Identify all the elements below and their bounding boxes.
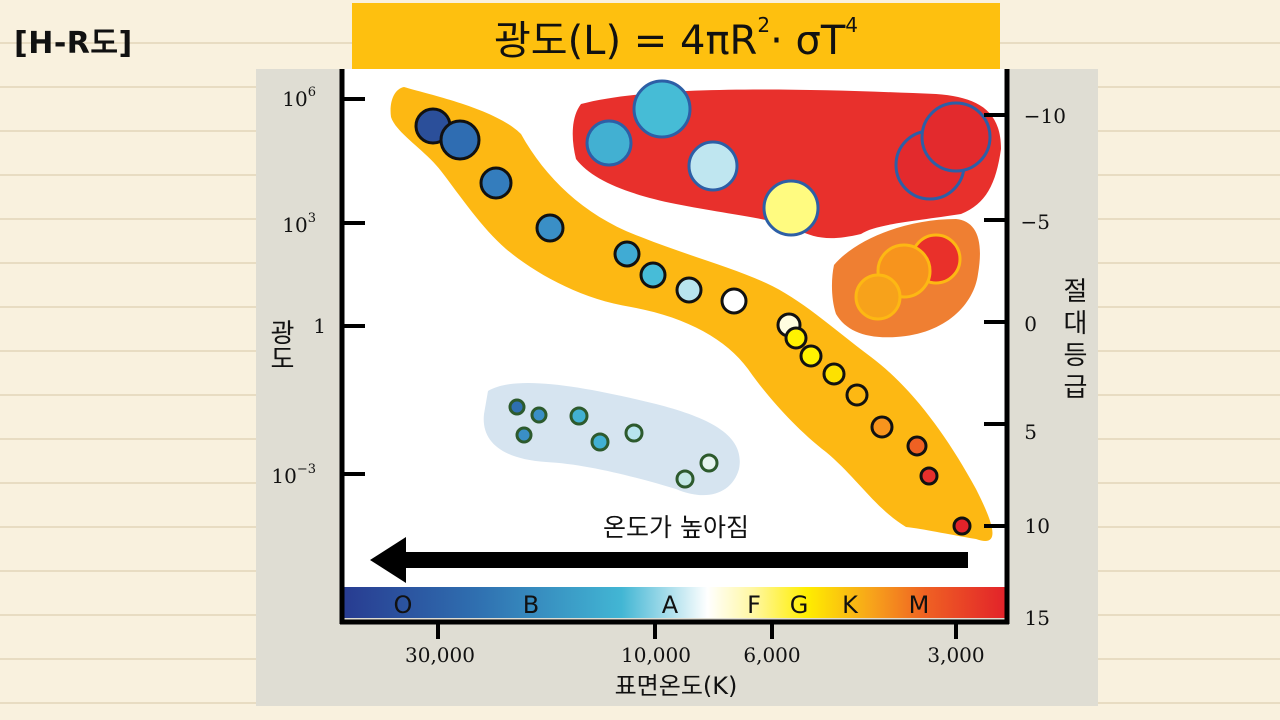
white-dwarf-star	[699, 453, 719, 473]
page-label: [H-R도]	[14, 26, 133, 61]
temperature-tick-label: 10,000	[621, 643, 691, 667]
white-dwarf-star	[590, 432, 610, 452]
main-sequence-star	[784, 326, 808, 350]
magnitude-tick-label: 5	[1024, 420, 1037, 444]
hr-diagram-panel: 온도가 높아짐 O B A F G K M 106 103 1	[256, 69, 1098, 706]
arrow-label: 온도가 높아짐	[603, 513, 749, 542]
main-sequence-star	[535, 213, 565, 243]
supergiant-star	[585, 119, 633, 167]
spectral-class-label: F	[747, 591, 761, 619]
temperature-tick-label: 30,000	[405, 643, 475, 667]
spectral-class-label: A	[662, 591, 679, 619]
spectral-class-label: M	[909, 591, 930, 619]
supergiant-star	[920, 101, 992, 173]
spectral-class-label: B	[523, 591, 539, 619]
formula-t-exponent: 4	[845, 13, 859, 37]
spectral-class-label: G	[790, 591, 809, 619]
white-dwarf-star	[675, 469, 695, 489]
white-dwarf-star	[515, 426, 533, 444]
main-sequence-star	[675, 276, 703, 304]
magnitude-tick-label: 0	[1024, 312, 1037, 336]
magnitude-tick-label: −10	[1024, 104, 1066, 128]
main-sequence-star	[439, 119, 481, 161]
white-dwarf-star	[508, 398, 526, 416]
main-sequence-star	[870, 415, 894, 439]
main-sequence-star	[845, 383, 869, 407]
luminosity-tick-label: 106	[282, 85, 316, 111]
spectral-class-label: K	[842, 591, 859, 619]
main-sequence-star	[720, 287, 748, 315]
main-sequence-star	[613, 240, 641, 268]
magnitude-tick-label: −5	[1021, 210, 1050, 234]
white-dwarf-star	[569, 406, 589, 426]
main-sequence-star	[906, 435, 928, 457]
main-sequence-region	[390, 87, 993, 541]
spectral-class-label: O	[394, 591, 413, 619]
formula-prefix: 광도(L) = 4πR	[493, 18, 758, 64]
supergiant-star	[632, 79, 692, 139]
white-dwarf-star	[530, 406, 548, 424]
main-sequence-star	[479, 166, 513, 200]
main-sequence-star	[952, 516, 972, 536]
y-right-axis-title: 절대등급	[1058, 277, 1088, 405]
temperature-arrow	[370, 537, 968, 583]
giant-star	[854, 273, 902, 321]
formula-r-exponent: 2	[757, 13, 771, 37]
temperature-tick-label: 6,000	[743, 643, 800, 667]
luminosity-formula: 광도(L) = 4πR2· σT4	[352, 3, 1000, 73]
spectral-bar	[344, 587, 1005, 618]
main-sequence-star	[639, 261, 667, 289]
title-banner: 광도(L) = 4πR2· σT4	[352, 3, 1000, 73]
white-dwarf-region	[483, 383, 740, 496]
luminosity-tick-label: 1	[313, 314, 326, 338]
x-axis-title: 표면온도(K)	[615, 672, 738, 700]
magnitude-tick-label: 15	[1025, 606, 1050, 630]
white-dwarf-star	[624, 423, 644, 443]
y-left-axis-title: 광도	[265, 319, 295, 371]
supergiant-star	[762, 179, 820, 237]
temperature-tick-label: 3,000	[927, 643, 984, 667]
supergiant-star	[687, 140, 739, 192]
hr-diagram: 온도가 높아짐 O B A F G K M 106 103 1	[265, 69, 1088, 700]
main-sequence-star	[799, 344, 823, 368]
luminosity-tick-label: 10−3	[271, 462, 316, 488]
main-sequence-star	[822, 362, 846, 386]
formula-middle: · σT	[770, 18, 846, 64]
main-sequence-star	[919, 466, 939, 486]
luminosity-tick-label: 103	[282, 211, 316, 237]
magnitude-tick-label: 10	[1025, 514, 1050, 538]
